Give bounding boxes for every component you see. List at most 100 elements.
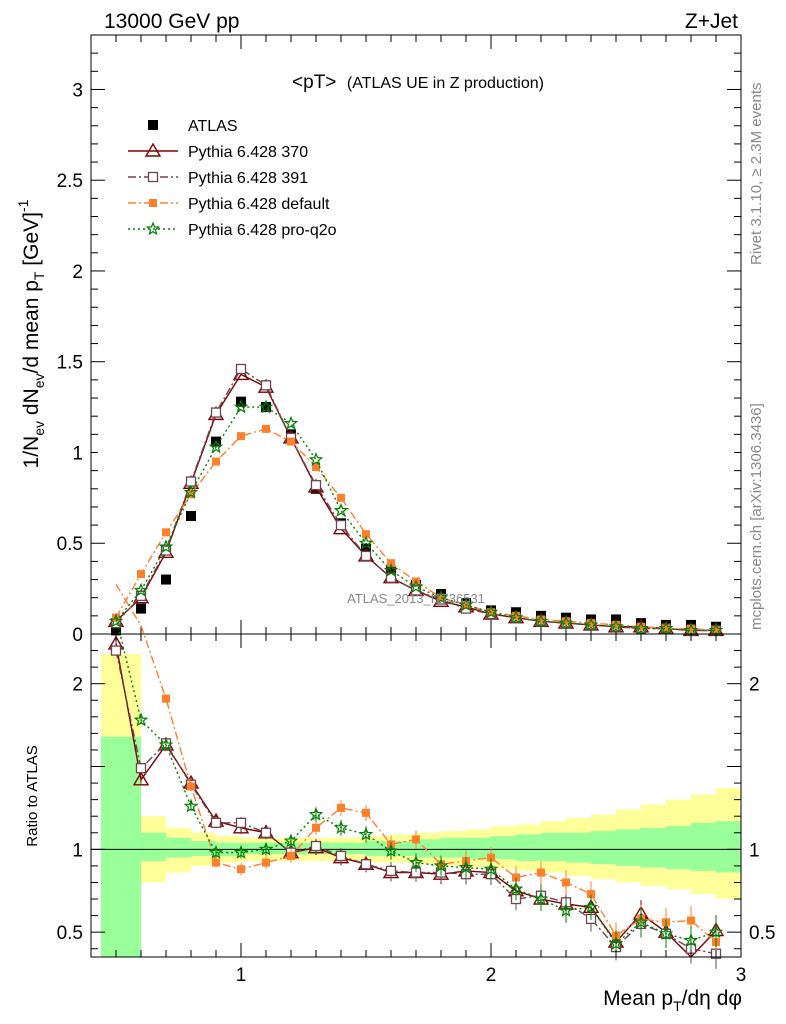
data-point xyxy=(210,407,222,418)
data-point xyxy=(533,613,549,628)
legend-label: ATLAS xyxy=(188,118,238,135)
data-point xyxy=(135,590,147,602)
data-point xyxy=(212,457,220,466)
ratio-y-tick-label-right: 0.5 xyxy=(749,923,775,944)
ratio-point xyxy=(458,859,474,874)
data-point xyxy=(410,585,422,596)
legend-item: Pythia 6.428 default xyxy=(128,196,330,213)
ratio-point xyxy=(433,858,449,873)
data-point xyxy=(558,615,574,630)
data-point xyxy=(158,539,174,554)
ratio-y-tick-label: 1 xyxy=(72,840,83,861)
ratio-y-axis-label: Ratio to ATLAS xyxy=(24,745,41,846)
data-point xyxy=(258,399,274,414)
data-point xyxy=(383,562,399,577)
y-tick-label: 0 xyxy=(72,625,83,646)
legend-label: Pythia 6.428 370 xyxy=(188,144,308,161)
data-point xyxy=(408,579,424,594)
series-4 xyxy=(108,399,724,637)
y-tick-label: 0.5 xyxy=(57,534,83,555)
data-point xyxy=(136,603,146,614)
ratio-series-3 xyxy=(115,617,724,957)
data-point xyxy=(133,582,149,597)
ratio-point xyxy=(312,823,320,832)
data-point xyxy=(262,424,270,433)
ratio-point xyxy=(133,712,149,727)
series-line xyxy=(115,406,716,632)
data-point xyxy=(358,535,374,550)
ratio-point xyxy=(483,861,499,876)
x-tick-label: 3 xyxy=(736,965,747,986)
data-point xyxy=(512,611,520,620)
y-tick-label: 3 xyxy=(72,80,83,101)
data-point xyxy=(310,480,322,491)
data-point xyxy=(108,613,124,628)
data-point xyxy=(162,528,170,537)
ratio-point xyxy=(158,737,174,752)
plot-title-group: <pT> (ATLAS UE in Z production) xyxy=(292,72,544,93)
ratio-point xyxy=(508,881,524,896)
band-inner xyxy=(566,832,591,863)
ratio-y-tick-label-right: 1 xyxy=(749,840,760,861)
legend-label: Pythia 6.428 391 xyxy=(188,170,308,187)
ratio-point xyxy=(262,858,270,867)
ratio-point xyxy=(608,936,624,950)
data-point xyxy=(312,463,320,472)
band-inner xyxy=(666,826,691,870)
band-mask xyxy=(91,634,101,957)
data-point xyxy=(587,619,595,628)
ratio-point xyxy=(360,859,372,870)
ratio-point xyxy=(210,817,222,828)
data-point xyxy=(287,437,295,446)
data-point xyxy=(662,624,670,633)
data-point xyxy=(433,590,449,604)
ratio-point xyxy=(335,850,347,862)
data-point xyxy=(562,617,570,626)
ratio-y-tick-label-right: 2 xyxy=(749,675,760,696)
legend-marker xyxy=(147,171,159,183)
ratio-point xyxy=(683,932,699,947)
data-point xyxy=(237,432,245,441)
ratio-line xyxy=(115,650,717,955)
legend-marker xyxy=(144,142,162,157)
ratio-point xyxy=(358,826,374,841)
data-point xyxy=(583,617,599,632)
data-point xyxy=(360,550,372,562)
data-point xyxy=(537,615,545,624)
band-inner xyxy=(691,822,716,871)
plot-title: <pT> xyxy=(292,72,336,93)
band-inner xyxy=(291,842,316,855)
ratio-point xyxy=(233,844,249,859)
ratio-point xyxy=(362,808,370,817)
ratio-point xyxy=(212,858,220,867)
data-point xyxy=(186,511,196,522)
y-tick-label: 1 xyxy=(72,443,83,464)
data-point xyxy=(708,622,724,637)
data-point xyxy=(261,402,271,413)
ratio-line xyxy=(115,617,717,945)
data-point xyxy=(337,493,345,502)
data-point xyxy=(508,610,524,624)
band-inner xyxy=(716,821,741,873)
ratio-point xyxy=(385,865,397,877)
ratio-point xyxy=(283,833,299,848)
ratio-point xyxy=(487,853,495,862)
legend-item: Pythia 6.428 391 xyxy=(128,170,308,187)
ratio-plot: 0.5 0.5 1 1 2 2 1 2 3 xyxy=(57,583,775,986)
watermark: ATLAS_2013_I1736531 xyxy=(347,591,485,606)
side-text-bottom: mcplots.cern.ch [arXiv:1306.3436] xyxy=(748,403,765,630)
data-point xyxy=(658,620,674,635)
ratio-point xyxy=(408,854,424,869)
x-axis-label: Mean pT/dη dφ xyxy=(603,987,742,1014)
legend-marker xyxy=(148,120,158,130)
data-point xyxy=(687,624,695,633)
legend-marker xyxy=(149,199,157,207)
ratio-point xyxy=(533,891,549,906)
x-tick-label: 1 xyxy=(236,965,247,986)
band-inner xyxy=(441,837,466,858)
ratio-point xyxy=(708,924,724,939)
data-point xyxy=(458,597,474,612)
data-point xyxy=(137,570,145,579)
y-tick-label: 1.5 xyxy=(57,353,83,374)
